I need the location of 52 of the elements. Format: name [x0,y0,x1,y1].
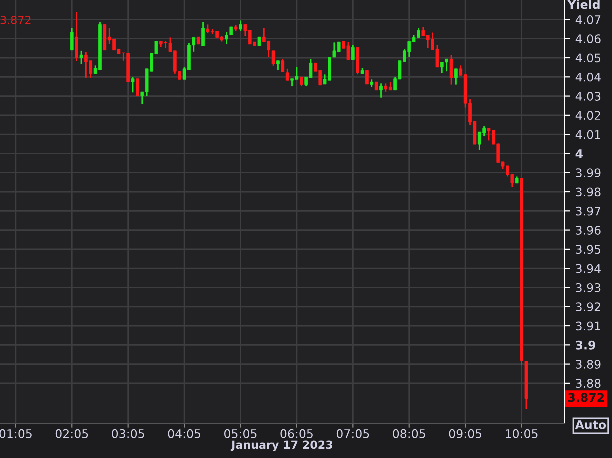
y-tick-label: 3.88 [576,379,601,388]
candlestick [286,68,290,82]
y-tick-label: 3.96 [576,226,601,235]
annotation: 3.872 [0,16,31,24]
y-tick-label: 3.94 [576,264,601,274]
candlestick [281,58,285,73]
y-tick-label: 3.91 [576,322,600,331]
y-tick-label: 3.9 [576,340,596,350]
y-tick-label: 3.95 [576,245,601,254]
y-tick-label: 3.98 [576,188,601,197]
x-tick-label: 09:05 [449,429,482,438]
x-axis-title: January 17 2023 [230,440,332,452]
x-tick-label: 01:05 [0,429,32,438]
x-tick-label: 10:05 [506,429,538,438]
candlestick [454,68,458,86]
y-axis-title: Yield [568,0,600,10]
candlestick [380,82,383,99]
y-tick-label: 3.99 [576,168,601,178]
y-tick-label: 3.93 [576,283,601,292]
y-tick-label: 3.92 [576,302,600,312]
y-tick-label: 4.06 [576,34,601,44]
candlestick [75,12,78,62]
x-tick-label: 06:05 [280,429,313,438]
candlestick [70,28,74,52]
candlestick [80,50,84,65]
y-tick-label: 4.07 [576,15,601,24]
candlestick [131,76,135,94]
y-tick-label: 4.01 [576,130,600,140]
candlestick [272,50,276,67]
y-tick-label: 4.02 [576,111,600,120]
y-tick-label: 4.04 [576,72,601,82]
x-tick-label: 07:05 [336,429,370,438]
y-tick-label: 3.97 [576,206,601,216]
candlestick [366,70,369,86]
candlestick [300,76,304,88]
text: Auto [575,420,606,430]
x-tick-label: 03:05 [112,429,144,438]
candlestick [450,54,454,86]
text: 3.872 [568,393,604,402]
y-tick-label: 4 [576,150,583,158]
x-tick-label: 05:05 [224,429,257,438]
x-tick-label: 02:05 [56,429,88,438]
y-tick-label: 4.05 [576,54,601,63]
candlestick [352,44,355,61]
candlestick [202,22,205,47]
candlestick [136,78,140,97]
x-tick-label: 08:05 [393,429,426,438]
candlestick [239,20,242,32]
y-tick-label: 4.03 [576,92,601,101]
x-tick-label: 04:05 [168,429,201,438]
y-tick-label: 3.89 [576,360,601,369]
candlestick [276,60,280,71]
